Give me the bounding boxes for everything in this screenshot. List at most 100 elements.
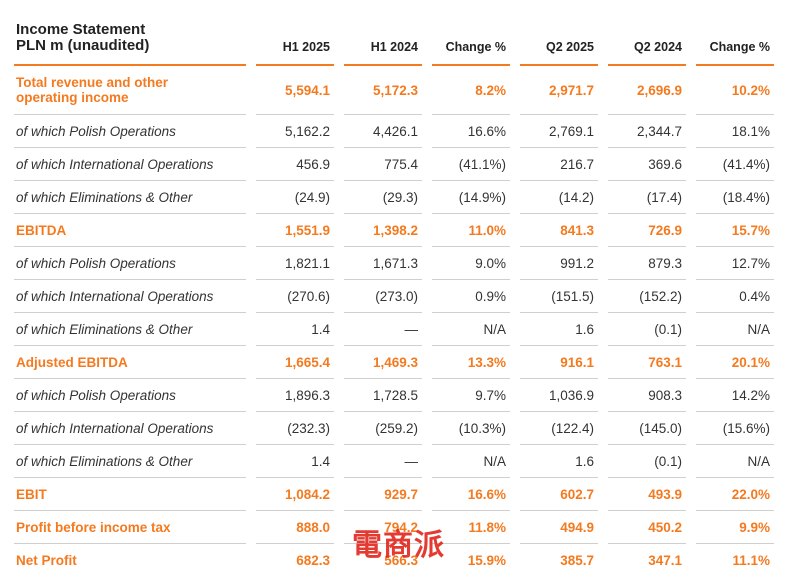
cell-value: 11.8% <box>432 511 510 544</box>
cell-value: 10.2% <box>696 66 774 115</box>
row-label: of which Eliminations & Other <box>14 313 246 346</box>
label-line: Total revenue and other <box>16 75 169 90</box>
table-row: EBITDA 1,551.9 1,398.2 11.0% 841.3 726.9 15.7% <box>14 214 774 247</box>
table-row: of which International Operations (270.6)… <box>14 280 774 313</box>
cell-value: 5,172.3 <box>344 66 422 115</box>
title-line: PLN m (unaudited) <box>16 37 150 54</box>
cell-value: 1,896.3 <box>256 379 334 412</box>
cell-value: 456.9 <box>256 148 334 181</box>
cell-value: 775.4 <box>344 148 422 181</box>
watermark: 電商派 <box>352 528 445 563</box>
cell-value: 0.9% <box>432 280 510 313</box>
label-line: Adjusted EBITDA <box>16 354 128 370</box>
table-row: EBIT 1,084.2 929.7 16.6% 602.7 493.9 22.0% <box>14 478 774 511</box>
column-header: Q2 2025 <box>520 4 598 66</box>
cell-value: 22.0% <box>696 478 774 511</box>
label-line: of which International Operations <box>16 420 214 436</box>
cell-value: (15.6%) <box>696 412 774 445</box>
label-line: of which Eliminations & Other <box>16 453 193 469</box>
label-line: of which Polish Operations <box>16 255 176 271</box>
cell-value: 763.1 <box>608 346 686 379</box>
row-label: Net Profit <box>14 544 246 573</box>
row-label: of which International Operations <box>14 280 246 313</box>
cell-value: 369.6 <box>608 148 686 181</box>
label-line: of which Polish Operations <box>16 123 176 139</box>
cell-value: 0.4% <box>696 280 774 313</box>
cell-value: 18.1% <box>696 115 774 148</box>
table-row: of which Polish Operations 5,162.2 4,426.1… <box>14 115 774 148</box>
table-row: of which Polish Operations 1,821.1 1,671.3… <box>14 247 774 280</box>
cell-value: 16.6% <box>432 478 510 511</box>
cell-value: (232.3) <box>256 412 334 445</box>
label-line: Profit before income tax <box>16 519 171 535</box>
cell-value: 14.2% <box>696 379 774 412</box>
cell-value: 5,162.2 <box>256 115 334 148</box>
row-label: of which Polish Operations <box>14 379 246 412</box>
column-header: Q2 2024 <box>608 4 686 66</box>
cell-value: (29.3) <box>344 181 422 214</box>
cell-value: 2,344.7 <box>608 115 686 148</box>
cell-value: 602.7 <box>520 478 598 511</box>
cell-value: 1,671.3 <box>344 247 422 280</box>
label-line: of which Eliminations & Other <box>16 321 193 337</box>
cell-value: (41.4%) <box>696 148 774 181</box>
label-line: operating income <box>16 90 129 105</box>
table-body: Total revenue and other operating income 5… <box>14 66 774 573</box>
cell-value: 991.2 <box>520 247 598 280</box>
cell-value: (17.4) <box>608 181 686 214</box>
cell-value: (0.1) <box>608 445 686 478</box>
cell-value: (122.4) <box>520 412 598 445</box>
table-row: of which International Operations 456.9 77… <box>14 148 774 181</box>
cell-value: (14.9%) <box>432 181 510 214</box>
cell-value: 1,665.4 <box>256 346 334 379</box>
row-label: of which Eliminations & Other <box>14 181 246 214</box>
cell-value: 929.7 <box>344 478 422 511</box>
cell-value: 16.6% <box>432 115 510 148</box>
cell-value: 2,971.7 <box>520 66 598 115</box>
cell-value: 1,398.2 <box>344 214 422 247</box>
cell-value: 1,469.3 <box>344 346 422 379</box>
label-line: Net Profit <box>16 552 77 568</box>
cell-value: 5,594.1 <box>256 66 334 115</box>
cell-value: 12.7% <box>696 247 774 280</box>
cell-value: (24.9) <box>256 181 334 214</box>
row-label: of which International Operations <box>14 148 246 181</box>
row-label: of which Eliminations & Other <box>14 445 246 478</box>
row-label: EBITDA <box>14 214 246 247</box>
table-row: of which Eliminations & Other (24.9) (29.3… <box>14 181 774 214</box>
cell-value: 2,696.9 <box>608 66 686 115</box>
cell-value: 8.2% <box>432 66 510 115</box>
cell-value: (0.1) <box>608 313 686 346</box>
cell-value: 916.1 <box>520 346 598 379</box>
cell-value: 11.1% <box>696 544 774 573</box>
cell-value: 1,821.1 <box>256 247 334 280</box>
label-line: EBITDA <box>16 222 67 238</box>
cell-value: (10.3%) <box>432 412 510 445</box>
table-row: of which Polish Operations 1,896.3 1,728.5… <box>14 379 774 412</box>
cell-value: 908.3 <box>608 379 686 412</box>
cell-value: 450.2 <box>608 511 686 544</box>
cell-value: 794.2 <box>344 511 422 544</box>
cell-value: (152.2) <box>608 280 686 313</box>
row-label: of which International Operations <box>14 412 246 445</box>
cell-value: 216.7 <box>520 148 598 181</box>
table-row: of which Eliminations & Other 1.4 — N/A 1.6 (… <box>14 445 774 478</box>
column-header: Change % <box>432 4 510 66</box>
cell-value: 1,084.2 <box>256 478 334 511</box>
cell-value: — <box>344 445 422 478</box>
income-table: Income Statement PLN m (unaudited) H1 2025… <box>4 4 784 573</box>
column-header: H1 2025 <box>256 4 334 66</box>
cell-value: 494.9 <box>520 511 598 544</box>
cell-value: 15.7% <box>696 214 774 247</box>
label-line: of which International Operations <box>16 156 214 172</box>
cell-value: N/A <box>696 445 774 478</box>
cell-value: 493.9 <box>608 478 686 511</box>
cell-value: 1,728.5 <box>344 379 422 412</box>
cell-value: N/A <box>432 313 510 346</box>
cell-value: — <box>344 313 422 346</box>
cell-value: 566.3 <box>344 544 422 573</box>
cell-value: 11.0% <box>432 214 510 247</box>
cell-value: 385.7 <box>520 544 598 573</box>
cell-value: 20.1% <box>696 346 774 379</box>
